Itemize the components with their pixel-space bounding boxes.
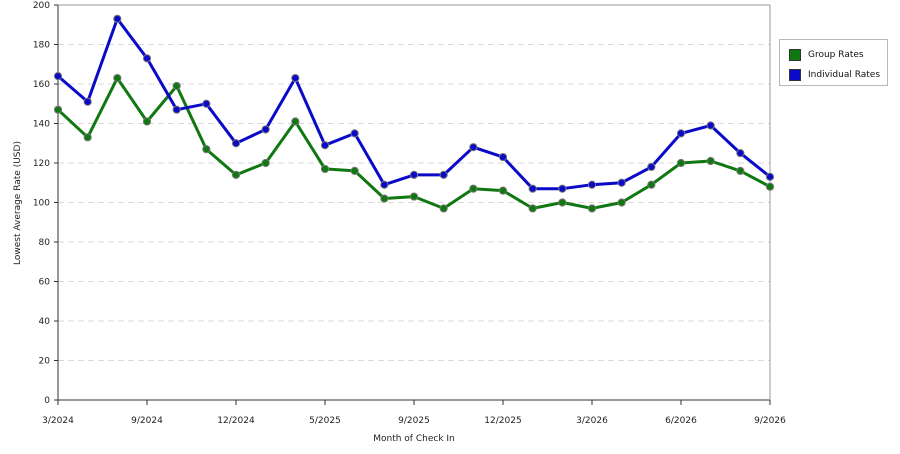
- legend-item-group-rates[interactable]: Group Rates: [789, 48, 864, 62]
- legend-swatch-individual-rates: [789, 69, 801, 81]
- y-axis-label: Lowest Average Rate (USD): [13, 141, 23, 265]
- data-point: [350, 129, 359, 138]
- y-tick-label: 80: [39, 238, 51, 248]
- x-tick-label: 3/2024: [42, 416, 74, 426]
- data-point: [587, 180, 597, 189]
- legend-item-individual-rates[interactable]: Individual Rates: [789, 68, 880, 82]
- data-point: [558, 184, 567, 193]
- data-point: [528, 184, 537, 193]
- data-point: [469, 184, 478, 193]
- x-tick-label: 12/2025: [484, 416, 521, 426]
- axes: 0 20 40 60 80 100 120 140 160 180 200 3/2024 9/2024 1…: [33, 1, 786, 426]
- legend: Group Rates Individual Rates: [779, 39, 888, 86]
- x-tick-label: 5/2025: [309, 416, 341, 426]
- data-point: [202, 145, 211, 154]
- data-point: [113, 14, 122, 23]
- data-point: [706, 156, 715, 166]
- data-point: [83, 97, 92, 106]
- x-tick-label: 12/2024: [217, 416, 255, 426]
- y-tick-label: 160: [33, 80, 50, 90]
- legend-swatch-group-rates: [789, 49, 801, 61]
- data-point: [587, 204, 597, 213]
- data-point: [380, 180, 389, 189]
- data-point: [291, 73, 300, 83]
- data-point: [647, 180, 656, 189]
- data-point: [498, 186, 508, 195]
- series-line-0: [56, 76, 771, 210]
- x-tick-label: 9/2026: [754, 416, 786, 426]
- legend-label-individual-rates: Individual Rates: [808, 70, 881, 80]
- data-point: [142, 54, 152, 63]
- data-point: [53, 105, 63, 114]
- data-point: [498, 152, 508, 162]
- data-point: [469, 143, 478, 152]
- data-point: [202, 99, 211, 108]
- data-point: [113, 73, 122, 83]
- data-point: [676, 158, 686, 168]
- data-point: [647, 162, 656, 172]
- y-tick-label: 100: [33, 199, 50, 209]
- x-tick-label: 3/2026: [576, 416, 608, 426]
- data-point: [261, 125, 270, 134]
- y-tick-label: 40: [39, 317, 51, 327]
- data-point: [53, 72, 63, 81]
- data-point: [380, 194, 389, 203]
- data-point: [558, 198, 567, 207]
- data-point: [736, 166, 745, 175]
- data-point: [736, 149, 745, 158]
- y-tick-label: 140: [33, 120, 50, 130]
- data-series: [53, 14, 775, 213]
- y-tick-label: 60: [39, 278, 51, 288]
- data-point: [528, 204, 537, 213]
- data-point: [142, 117, 152, 126]
- legend-label-group-rates: Group Rates: [808, 50, 864, 60]
- data-point: [261, 158, 270, 168]
- data-point: [617, 178, 626, 187]
- data-point: [231, 170, 241, 179]
- data-point: [439, 204, 448, 213]
- data-point: [765, 182, 775, 191]
- y-tick-label: 20: [39, 357, 51, 367]
- data-point: [706, 121, 715, 130]
- data-point: [172, 105, 181, 114]
- y-tick-label: 180: [33, 41, 50, 51]
- data-point: [231, 139, 241, 148]
- data-point: [439, 170, 448, 179]
- data-point: [409, 170, 419, 179]
- data-point: [172, 81, 181, 91]
- x-tick-label: 9/2025: [398, 416, 430, 426]
- data-point: [83, 133, 92, 142]
- data-point: [409, 192, 419, 201]
- y-tick-label: 200: [33, 1, 50, 11]
- data-point: [320, 164, 330, 174]
- data-point: [350, 166, 359, 175]
- data-point: [617, 198, 626, 207]
- data-point: [320, 141, 330, 150]
- x-tick-label: 6/2026: [665, 416, 697, 426]
- grid-lines: [58, 4, 770, 361]
- y-tick-label: 0: [44, 396, 50, 406]
- x-tick-label: 9/2024: [131, 416, 163, 426]
- x-axis-label: Month of Check In: [373, 434, 455, 444]
- data-point: [676, 129, 686, 138]
- data-point: [765, 172, 775, 181]
- y-tick-label: 120: [33, 159, 50, 169]
- data-point: [291, 117, 300, 126]
